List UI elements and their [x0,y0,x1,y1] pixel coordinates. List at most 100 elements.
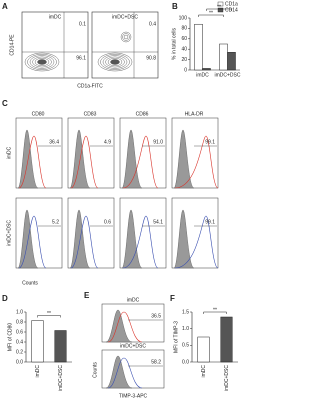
y-tick-label: 100 [179,15,188,21]
contour [107,58,123,67]
y-tick-label: 20 [181,57,187,63]
isotype-hist [173,209,195,269]
hist-value: 4.9 [104,139,111,145]
x-tick-label: imDC [201,365,207,378]
plot-title: imDC+DSC [112,14,138,20]
y-tick-label: 60 [181,36,187,42]
y-tick-label: 0.4 [16,339,23,345]
bar [202,68,211,71]
axis-label: Counts [22,280,38,286]
hist-value: 99.1 [205,139,215,145]
axis-label: CD14-PE [9,34,15,56]
y-tick-label: 0.0 [16,359,23,365]
plot-title: imDC+DSC [120,343,146,349]
y-tick-label: 0.0 [182,359,189,365]
stain-hist [70,135,99,189]
axis-label: Counts [92,362,98,378]
sig-bracket [198,14,224,17]
plot-title: imDC [49,14,62,20]
bar [54,330,67,363]
column-title: HLA-DR [185,111,204,117]
contour [27,54,57,70]
panel-label: E [84,291,90,300]
hist-value: 54.1 [153,219,163,225]
sig-mark: ** [47,311,51,317]
stain-hist [18,215,47,269]
y-axis-label: % in total cells [171,28,177,60]
quadrant-value: 90.8 [146,55,156,61]
hist-value: 58.2 [151,359,161,365]
sig-bracket [206,8,232,11]
x-tick-label: imDC+DSC [58,365,64,391]
y-tick-label: 80 [181,26,187,32]
stain-hist [174,135,219,189]
y-tick-label: 0.8 [16,319,23,325]
panel-label: B [172,2,178,11]
hist-frame [67,117,115,189]
axis-label: TIMP-3-APC [119,393,148,399]
y-tick-label: 0.5 [182,343,189,349]
column-title: CD83 [84,111,97,117]
hist-frame [67,197,115,269]
isotype-hist [105,355,133,389]
panel-label: D [2,294,8,303]
stain-hist [70,215,99,269]
quadrant-value: 96.1 [76,55,86,61]
y-tick-label: 1.0 [182,326,189,332]
y-tick-label: 40 [181,47,187,53]
contour [123,34,129,40]
panel-label: F [170,294,175,303]
panel-label: C [2,99,8,108]
y-tick-label: 1.5 [182,309,189,315]
bar [194,23,203,71]
hist-frame [101,303,165,343]
column-title: CD86 [136,111,149,117]
bar [227,52,236,71]
sig-mark: ** [217,4,221,10]
bar [219,43,228,71]
x-tick-label: imDC [196,72,209,78]
hist-value: 91.0 [153,139,163,145]
hist-frame [119,117,167,189]
bar [197,336,210,363]
hist-frame [15,197,63,269]
hist-value: 99.1 [205,219,215,225]
quadrant-value: 0.4 [149,21,156,27]
contour [24,52,60,72]
stain-hist [107,357,143,389]
hist-frame [171,197,219,269]
contour [120,31,132,43]
hist-frame [171,117,219,189]
y-axis-label: MFI of TIMP-3 [173,321,179,353]
contour [110,59,120,65]
plot-frame [91,11,159,79]
hist-value: 5.2 [52,219,59,225]
y-tick-label: 0.6 [16,329,23,335]
plot-frame [21,11,89,79]
hist-value: 36.5 [151,313,161,319]
hist-frame [119,197,167,269]
hist-value: 0.6 [104,219,111,225]
sig-mark: ** [213,307,217,313]
plot-title: imDC [127,297,140,303]
stain-hist [174,215,219,269]
stain-hist [107,311,143,343]
legend-swatch [217,7,224,13]
contour [105,56,125,68]
contour [122,33,130,41]
y-axis-label: MFI of CD80 [7,323,13,352]
contour [97,52,133,72]
isotype-hist [121,129,143,189]
contour [37,59,47,65]
stain-hist [122,135,159,189]
legend-swatch [217,1,224,7]
panel-label: A [2,2,8,11]
stain-hist [18,135,47,189]
isotype-hist [105,309,133,343]
x-tick-label: imDC+DSC [224,365,230,391]
x-tick-label: imDC+DSC [215,72,241,78]
sig-bracket [37,315,61,318]
contour [102,55,128,69]
contour [34,58,50,67]
